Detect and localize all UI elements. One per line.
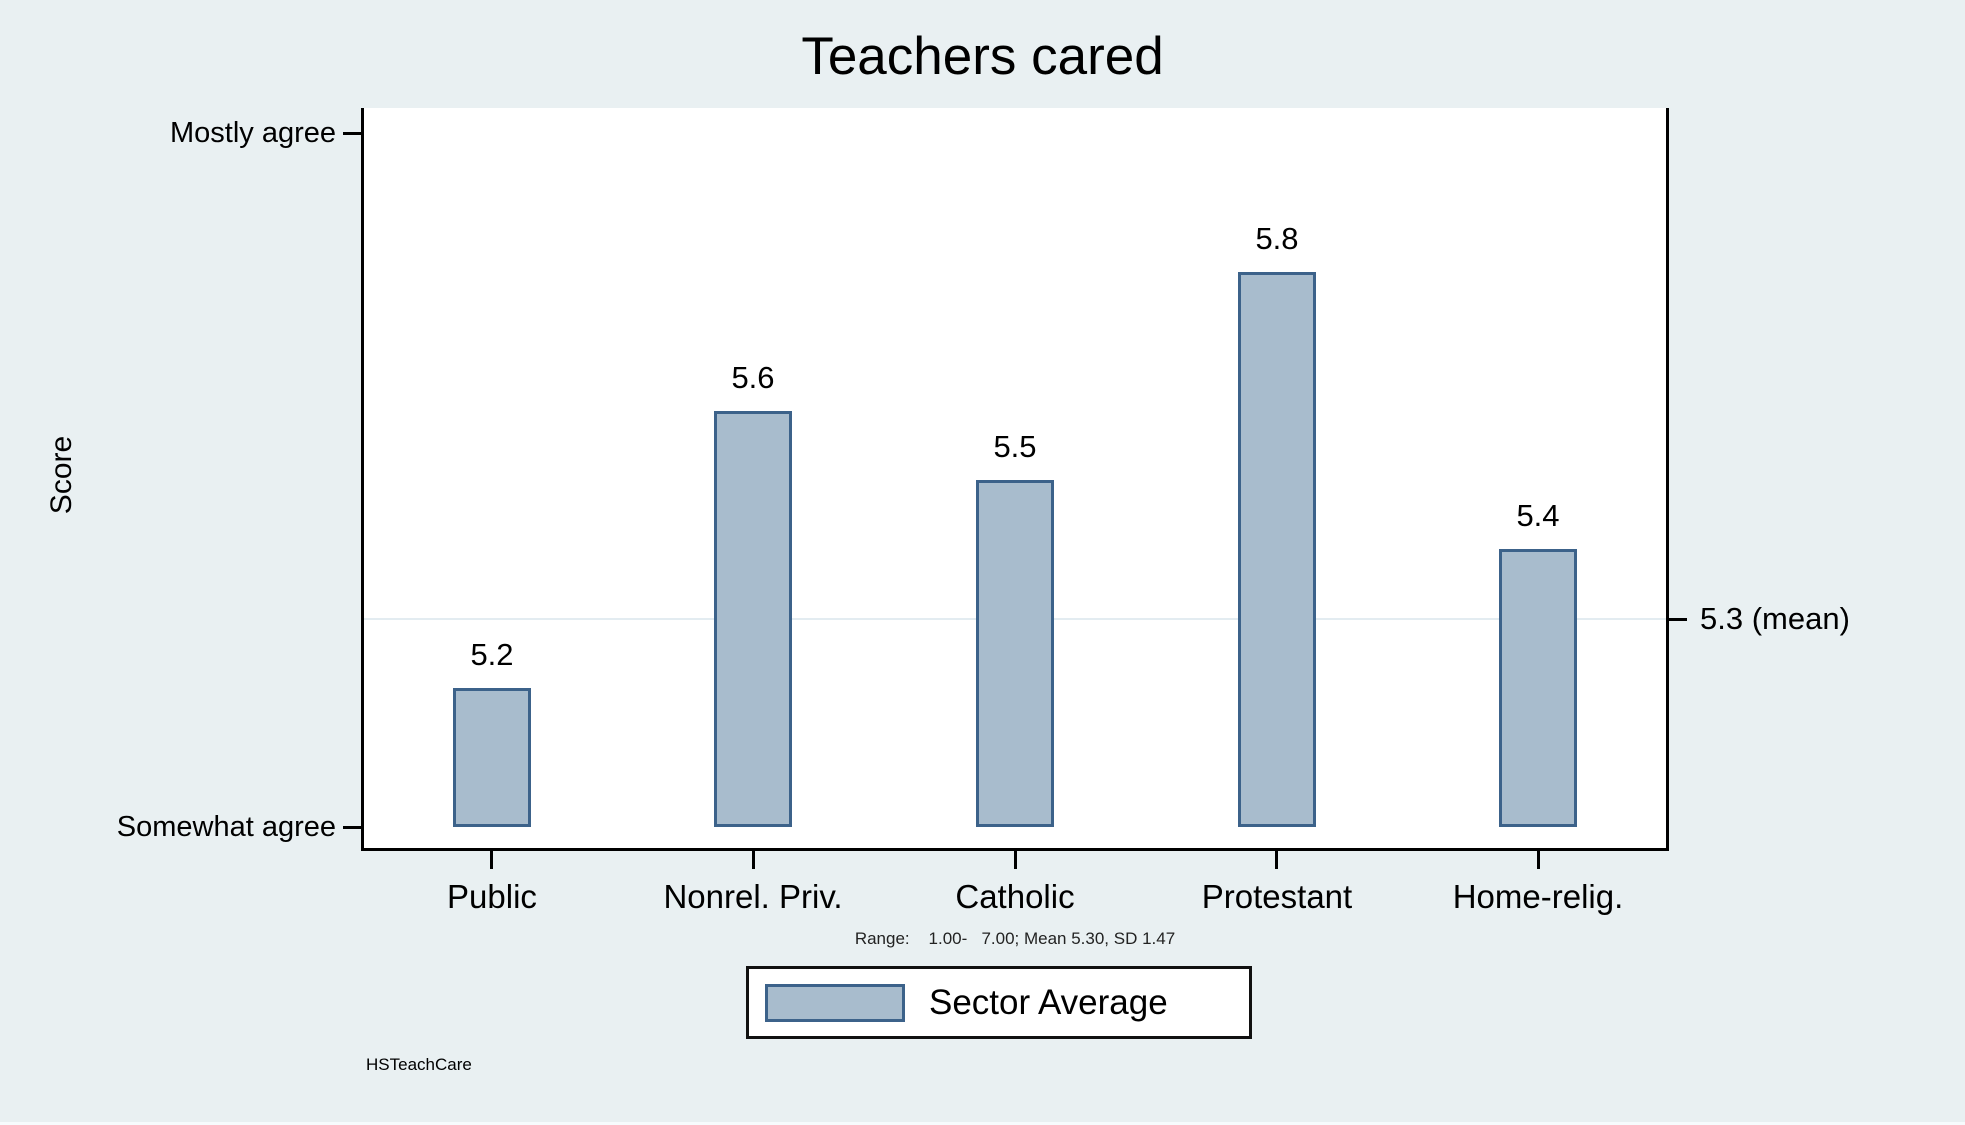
y-axis-tick-somewhat-agree [343,826,361,829]
bar-catholic [976,480,1054,827]
right-axis-tick-mean [1669,618,1687,621]
y-tick-label-mostly-agree: Mostly agree [169,117,336,149]
x-category-label-nonrel-priv: Nonrel. Priv. [663,878,843,915]
range-note: Range: 1.00- 7.00; Mean 5.30, SD 1.47 [854,929,1176,948]
bar-value-protestant: 5.8 [1255,221,1299,256]
bar-value-public: 5.2 [470,637,514,672]
legend-label: Sector Average [929,982,1168,1022]
bar-value-nonrel-priv: 5.6 [731,360,775,395]
x-category-label-catholic: Catholic [955,878,1075,915]
bar-public [453,688,531,827]
legend-swatch-icon [765,983,905,1022]
x-axis-tick-catholic [1014,851,1017,869]
chart-title: Teachers cared [801,27,1164,86]
y-tick-label-somewhat-agree: Somewhat agree [116,811,336,843]
mean-annotation: 5.3 (mean) [1700,601,1850,636]
source-note: HSTeachCare [366,1055,472,1074]
y-axis-title: Score [45,435,78,515]
x-axis-tick-home-relig [1537,851,1540,869]
x-axis-tick-protestant [1275,851,1278,869]
window-bottom-edge [0,1122,1965,1125]
bar-home-relig [1499,549,1577,827]
x-category-label-home-relig: Home-relig. [1452,878,1624,915]
bar-protestant [1238,272,1316,827]
y-axis-tick-mostly-agree [343,132,361,135]
bar-value-home-relig: 5.4 [1516,498,1560,533]
legend: Sector Average [746,966,1252,1039]
x-category-label-public: Public [447,878,537,915]
bar-value-catholic: 5.5 [993,429,1037,464]
x-category-label-protestant: Protestant [1201,878,1353,915]
x-axis-tick-public [490,851,493,869]
bar-nonrel-priv [714,411,792,827]
x-axis-tick-nonrel-priv [752,851,755,869]
